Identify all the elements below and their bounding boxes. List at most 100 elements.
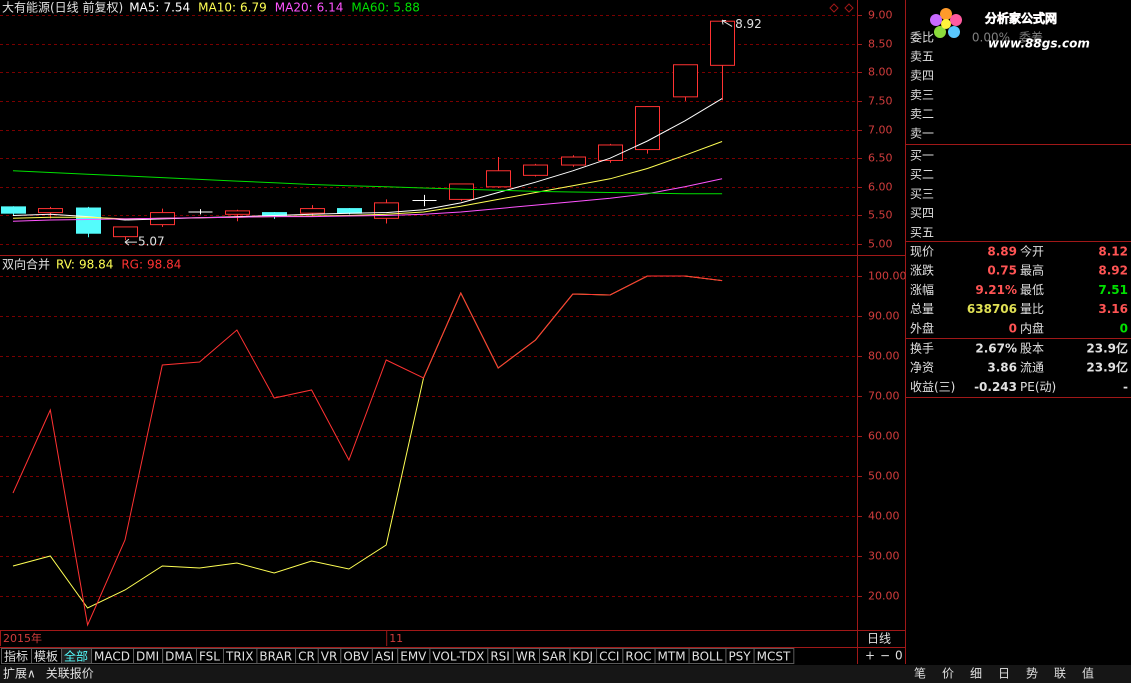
indicator-tab-label[interactable]: RSI bbox=[490, 650, 510, 664]
y-tick-label: 90.00 bbox=[868, 310, 900, 323]
side-button[interactable]: 值 bbox=[1082, 666, 1094, 681]
quote-value: 8.89 bbox=[987, 245, 1017, 259]
petal bbox=[934, 26, 946, 38]
quote-value: 8.12 bbox=[1098, 245, 1128, 259]
quote-label: 内盘 bbox=[1020, 320, 1044, 335]
indicator-tab-label[interactable]: TRIX bbox=[225, 650, 253, 664]
frame bbox=[0, 0, 1131, 664]
y-tick-label: 60.00 bbox=[868, 430, 900, 443]
indicator-tab-label[interactable]: MCST bbox=[757, 650, 791, 664]
indicator-tab-label[interactable]: VOL-TDX bbox=[432, 650, 484, 664]
indicator-tab-label[interactable]: FSL bbox=[199, 650, 220, 664]
watermark-url: www.88gs.com bbox=[988, 37, 1090, 51]
side-button[interactable]: 价 bbox=[942, 667, 954, 681]
quote-label: 净资 bbox=[910, 361, 934, 375]
side-button[interactable]: 联 bbox=[1054, 667, 1066, 681]
candle-body bbox=[710, 20, 735, 66]
y-tick-label: 20.00 bbox=[868, 590, 900, 603]
quote-value: -0.243 bbox=[974, 380, 1017, 394]
indicator-tab-label[interactable]: MTM bbox=[658, 650, 686, 664]
quote-value: 23.9亿 bbox=[1086, 341, 1128, 356]
buy-level: 买一 bbox=[910, 149, 934, 163]
quote-value: 7.51 bbox=[1098, 283, 1128, 297]
indicator-tab-label[interactable]: KDJ bbox=[572, 650, 593, 664]
candle-body bbox=[486, 170, 511, 188]
quote-label: 现价 bbox=[910, 245, 934, 259]
quote-label: 涨跌 bbox=[910, 263, 934, 278]
y-tick-label: 70.00 bbox=[868, 390, 900, 403]
petal bbox=[940, 8, 952, 20]
legend-value: 5.88 bbox=[393, 1, 420, 15]
indicator-tab-label[interactable]: ROC bbox=[625, 650, 651, 664]
buy-level: 买三 bbox=[910, 187, 934, 201]
candle-body bbox=[673, 64, 698, 98]
indicator-tab-label[interactable]: DMA bbox=[165, 650, 194, 664]
indicator-tab-label[interactable]: VR bbox=[321, 650, 338, 664]
y-tick-label: 6.00 bbox=[868, 181, 893, 194]
order-ratio-value: 0.00% bbox=[972, 31, 1010, 45]
petal bbox=[941, 19, 951, 29]
period-label[interactable]: 日线 bbox=[867, 632, 891, 646]
indicator-tab-label[interactable]: OBV bbox=[343, 650, 369, 664]
x-tick-label: 11 bbox=[389, 632, 403, 645]
footer-bar bbox=[0, 665, 1131, 683]
logo-flower bbox=[930, 8, 962, 38]
low-label: 5.07 bbox=[138, 235, 165, 249]
y-tick-label: 9.00 bbox=[868, 9, 893, 22]
quote-label: 流通 bbox=[1020, 361, 1044, 375]
legend-name: RG: bbox=[121, 258, 143, 272]
quote-value: 0 bbox=[1120, 321, 1128, 335]
petal bbox=[930, 14, 942, 26]
indicator-tab-label[interactable]: CR bbox=[298, 650, 315, 664]
zoom-control[interactable]: + bbox=[865, 649, 875, 663]
zoom-control[interactable]: − bbox=[880, 649, 890, 663]
quote-value: 3.16 bbox=[1098, 302, 1128, 316]
zoom-control[interactable]: 0 bbox=[895, 649, 903, 663]
indicator-tab-label[interactable]: SAR bbox=[542, 650, 566, 664]
quote-value: 2.67% bbox=[975, 342, 1017, 356]
annotation-arrow bbox=[721, 19, 733, 27]
quote-value: 3.86 bbox=[987, 361, 1017, 375]
icon-diamond[interactable] bbox=[844, 3, 854, 13]
candle-body bbox=[561, 156, 586, 166]
footer-tab[interactable]: 扩展∧ bbox=[3, 667, 36, 681]
legend-value: 6.79 bbox=[240, 1, 267, 15]
indicator-tab-label[interactable]: CCI bbox=[599, 650, 619, 664]
indicator-tab-label[interactable]: 模板 bbox=[34, 650, 58, 664]
annotation-arrow bbox=[124, 238, 137, 246]
quote-label: 最高 bbox=[1020, 263, 1044, 278]
side-button[interactable]: 笔 bbox=[914, 666, 926, 681]
quote-label: 量比 bbox=[1020, 302, 1044, 316]
indicator-tab-label[interactable]: BRAR bbox=[259, 650, 292, 664]
y-tick-label: 7.50 bbox=[868, 95, 893, 108]
indicator-tab-label[interactable]: ASI bbox=[375, 650, 394, 664]
indicator-tab-label[interactable]: 指标 bbox=[4, 649, 28, 664]
quote-value: 638706 bbox=[967, 302, 1017, 316]
footer-tab[interactable]: 关联报价 bbox=[46, 666, 94, 681]
indicator-tab-label[interactable]: EMV bbox=[400, 650, 427, 664]
indicator-tab-label[interactable]: PSY bbox=[728, 650, 751, 664]
legend-name: MA5: bbox=[129, 1, 159, 15]
y-tick-label: 8.00 bbox=[868, 66, 893, 79]
y-tick-label: 30.00 bbox=[868, 550, 900, 563]
icon-diamond[interactable] bbox=[829, 3, 839, 13]
legend-value: 98.84 bbox=[79, 258, 113, 272]
indicator-tab-label[interactable]: BOLL bbox=[692, 650, 723, 664]
y-tick-label: 5.50 bbox=[868, 209, 893, 222]
quote-label: 收益(三) bbox=[910, 380, 955, 394]
series-line bbox=[12, 275, 723, 627]
indicator-tab-label[interactable]: DMI bbox=[136, 650, 159, 664]
side-button[interactable]: 细 bbox=[970, 667, 982, 681]
x-tick-label: 2015年 bbox=[3, 631, 42, 645]
chart-title: 大有能源(日线 前复权) bbox=[2, 0, 123, 15]
sell-level: 卖三 bbox=[910, 88, 934, 102]
indicator-tab[interactable] bbox=[753, 648, 795, 664]
indicator-tab-label[interactable]: 全部 bbox=[64, 649, 88, 664]
indicator-tab-label[interactable]: MACD bbox=[94, 650, 130, 664]
indicator-tab-label[interactable]: WR bbox=[516, 650, 536, 664]
candle-body bbox=[225, 210, 250, 215]
side-button[interactable]: 日 bbox=[998, 667, 1010, 681]
legend-name: MA20: bbox=[275, 1, 313, 15]
watermark-title: 分析家公式网 bbox=[985, 11, 1057, 26]
side-button[interactable]: 势 bbox=[1026, 667, 1038, 681]
